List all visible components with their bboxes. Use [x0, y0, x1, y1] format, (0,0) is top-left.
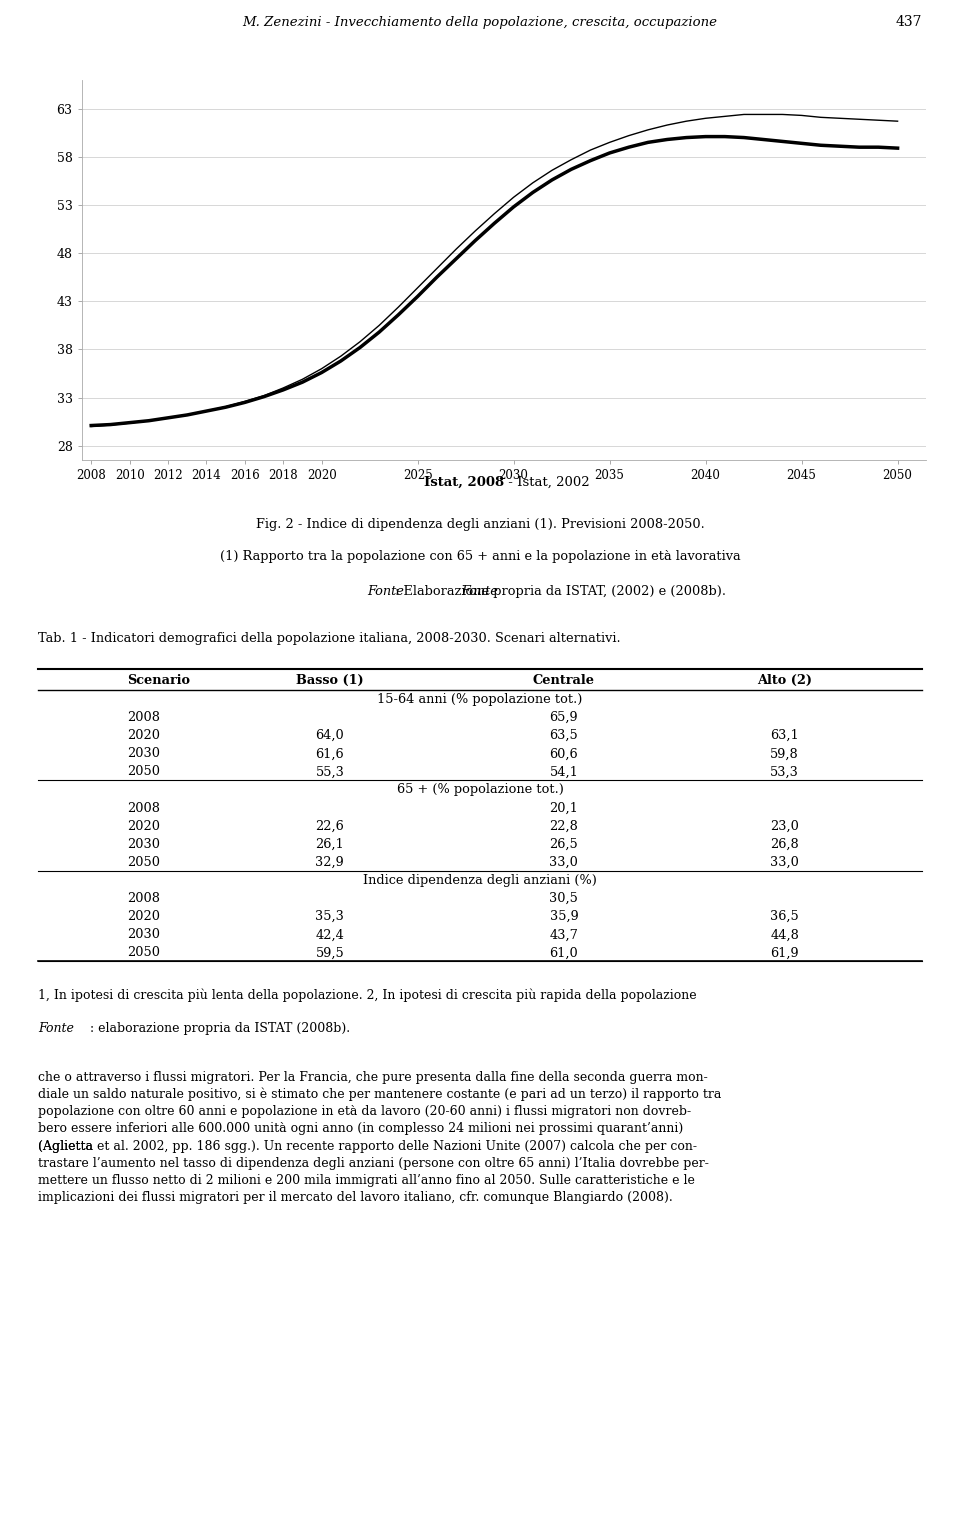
Text: trastare l’aumento nel tasso di dipendenza degli anziani (persone con oltre 65 a: trastare l’aumento nel tasso di dipenden…	[38, 1157, 709, 1170]
Text: implicazioni dei flussi migratori per il mercato del lavoro italiano, cfr. comun: implicazioni dei flussi migratori per il…	[38, 1192, 673, 1204]
Text: 44,8: 44,8	[770, 928, 799, 942]
Text: 42,4: 42,4	[316, 928, 345, 942]
Text: Fonte: Fonte	[38, 1022, 74, 1034]
Text: 20,1: 20,1	[549, 802, 578, 815]
Text: (1) Rapporto tra la popolazione con 65 + anni e la popolazione in età lavorativa: (1) Rapporto tra la popolazione con 65 +…	[220, 549, 740, 563]
Text: (Aglietta: (Aglietta	[38, 1140, 97, 1152]
Text: Scenario: Scenario	[127, 673, 190, 687]
Text: 61,0: 61,0	[549, 946, 578, 959]
Text: 2030: 2030	[127, 747, 159, 761]
Text: 35,9: 35,9	[549, 910, 578, 923]
Text: : elaborazione propria da ISTAT (2008b).: : elaborazione propria da ISTAT (2008b).	[89, 1022, 349, 1034]
Text: 437: 437	[895, 15, 922, 29]
Text: 23,0: 23,0	[770, 819, 799, 833]
Text: 22,8: 22,8	[549, 819, 578, 833]
Text: 26,1: 26,1	[316, 838, 345, 851]
Text: 2050: 2050	[127, 856, 159, 868]
Text: 63,1: 63,1	[770, 729, 799, 742]
Text: Indice dipendenza degli anziani (%): Indice dipendenza degli anziani (%)	[363, 874, 597, 887]
Text: popolazione con oltre 60 anni e popolazione in età da lavoro (20-60 anni) i flus: popolazione con oltre 60 anni e popolazi…	[38, 1104, 691, 1118]
Text: diale un saldo naturale positivo, si è stimato che per mantenere costante (e par: diale un saldo naturale positivo, si è s…	[38, 1088, 722, 1101]
Text: 65,9: 65,9	[549, 712, 578, 724]
Text: 54,1: 54,1	[549, 765, 578, 778]
Text: Istat, 2008: Istat, 2008	[424, 476, 504, 489]
Text: 33,0: 33,0	[549, 856, 578, 868]
Text: 43,7: 43,7	[549, 928, 578, 942]
Text: 55,3: 55,3	[316, 765, 345, 778]
Text: 63,5: 63,5	[549, 729, 578, 742]
Text: 26,5: 26,5	[549, 838, 578, 851]
Text: bero essere inferiori alle 600.000 unità ogni anno (in complesso 24 milioni nei : bero essere inferiori alle 600.000 unità…	[38, 1123, 684, 1135]
Text: 65 + (% popolazione tot.): 65 + (% popolazione tot.)	[396, 784, 564, 796]
Text: che o attraverso i flussi migratori. Per la Francia, che pure presenta dalla fin: che o attraverso i flussi migratori. Per…	[38, 1071, 708, 1083]
Text: Fonte: Fonte	[462, 586, 498, 598]
Text: 2050: 2050	[127, 765, 159, 778]
Text: M. Zenezini - Invecchiamento della popolazione, crescita, occupazione: M. Zenezini - Invecchiamento della popol…	[243, 15, 717, 29]
Text: 30,5: 30,5	[549, 893, 578, 905]
Text: 35,3: 35,3	[316, 910, 345, 923]
Text: Basso (1): Basso (1)	[296, 673, 364, 687]
Text: 2020: 2020	[127, 729, 159, 742]
Text: 2020: 2020	[127, 910, 159, 923]
Text: 33,0: 33,0	[770, 856, 799, 868]
Text: 53,3: 53,3	[770, 765, 799, 778]
Text: 2008: 2008	[127, 712, 159, 724]
Text: 2050: 2050	[127, 946, 159, 959]
Text: 26,8: 26,8	[770, 838, 799, 851]
Text: 2030: 2030	[127, 928, 159, 942]
Text: 59,8: 59,8	[770, 747, 799, 761]
Text: 22,6: 22,6	[316, 819, 345, 833]
Text: - Istat, 2002: - Istat, 2002	[504, 476, 589, 489]
Text: Fonte: Elaborazione propria da ISTAT, (2002) e (2008b).: Fonte: Elaborazione propria da ISTAT, (2…	[297, 586, 663, 598]
Text: 1, In ipotesi di crescita più lenta della popolazione. 2, In ipotesi di crescita: 1, In ipotesi di crescita più lenta dell…	[38, 989, 697, 1003]
Text: 2030: 2030	[127, 838, 159, 851]
Text: 2008: 2008	[127, 802, 159, 815]
Text: Alto (2): Alto (2)	[757, 673, 812, 687]
Text: 64,0: 64,0	[316, 729, 345, 742]
Text: mettere un flusso netto di 2 milioni e 200 mila immigrati all’anno fino al 2050.: mettere un flusso netto di 2 milioni e 2…	[38, 1174, 695, 1187]
Text: 15-64 anni (% popolazione tot.): 15-64 anni (% popolazione tot.)	[377, 693, 583, 706]
Text: 60,6: 60,6	[549, 747, 578, 761]
Text: Fonte: Fonte	[367, 586, 404, 598]
Text: 61,6: 61,6	[316, 747, 345, 761]
Text: : Elaborazione propria da ISTAT, (2002) e (2008b).: : Elaborazione propria da ISTAT, (2002) …	[396, 586, 726, 598]
Text: Fig. 2 - Indice di dipendenza degli anziani (1). Previsioni 2008-2050.: Fig. 2 - Indice di dipendenza degli anzi…	[255, 518, 705, 531]
Text: Tab. 1 - Indicatori demografici della popolazione italiana, 2008-2030. Scenari a: Tab. 1 - Indicatori demografici della po…	[38, 632, 621, 644]
Text: 2008: 2008	[127, 893, 159, 905]
Text: (Aglietta et al. 2002, pp. 186 sgg.). Un recente rapporto delle Nazioni Unite (2: (Aglietta et al. 2002, pp. 186 sgg.). Un…	[38, 1140, 697, 1152]
Text: 36,5: 36,5	[770, 910, 799, 923]
Text: 2020: 2020	[127, 819, 159, 833]
Text: Centrale: Centrale	[533, 673, 595, 687]
Text: 59,5: 59,5	[316, 946, 345, 959]
Text: 32,9: 32,9	[316, 856, 345, 868]
Text: 61,9: 61,9	[770, 946, 799, 959]
